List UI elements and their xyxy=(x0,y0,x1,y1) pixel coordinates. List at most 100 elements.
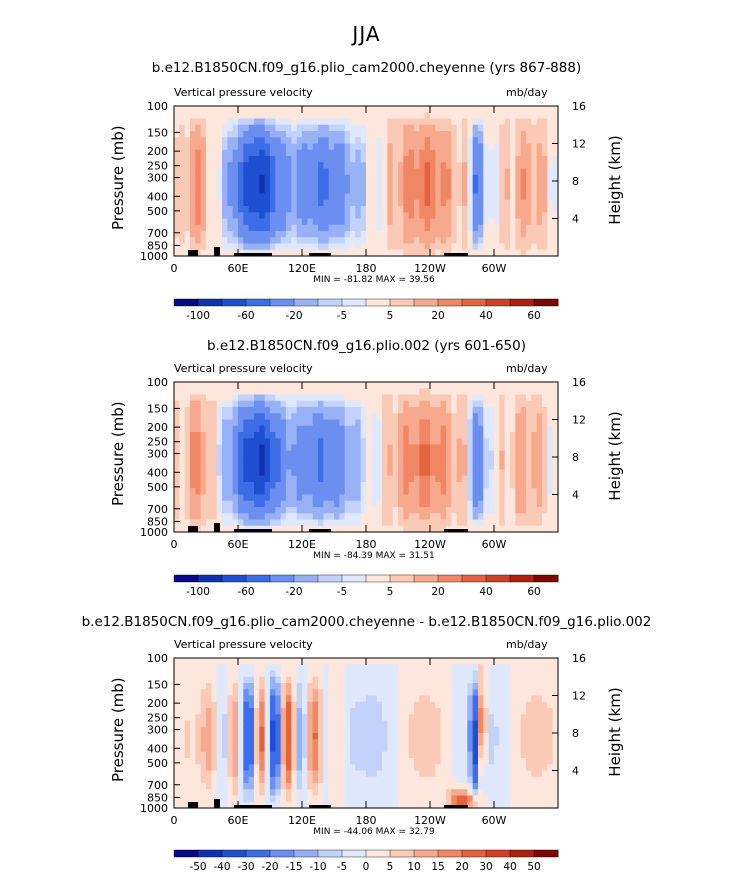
heatmap-cell xyxy=(190,494,196,502)
heatmap-cell xyxy=(392,701,399,709)
heatmap-cell xyxy=(430,425,436,433)
heatmap-cell xyxy=(328,795,335,803)
heatmap-cell xyxy=(350,124,356,132)
heatmap-cell xyxy=(446,513,452,521)
heatmap-cell xyxy=(216,112,223,120)
heatmap-cell xyxy=(232,231,239,238)
heatmap-cell xyxy=(366,193,372,201)
heatmap-cell xyxy=(382,764,388,772)
colorbar-label: -20 xyxy=(285,310,302,322)
heatmap-cell xyxy=(307,482,314,489)
heatmap-cell xyxy=(264,664,271,672)
heatmap-cell xyxy=(232,701,239,709)
heatmap-cell xyxy=(472,758,479,765)
topography-mask xyxy=(234,529,272,532)
heatmap-cell xyxy=(195,733,202,740)
heatmap-cell xyxy=(280,733,287,740)
heatmap-cell xyxy=(312,137,319,145)
heatmap-cell xyxy=(424,708,431,715)
topography-mask xyxy=(444,253,468,256)
heatmap-cell xyxy=(382,726,388,734)
heatmap-cell xyxy=(174,770,180,778)
heatmap-cell xyxy=(339,708,346,715)
heatmap-cell xyxy=(504,507,511,514)
heatmap-cell xyxy=(328,131,335,138)
heatmap-cell xyxy=(376,658,383,665)
heatmap-cell xyxy=(392,124,399,132)
heatmap-cell xyxy=(179,444,186,452)
heatmap-cell xyxy=(344,507,351,514)
heatmap-cell xyxy=(254,187,260,195)
heatmap-cell xyxy=(494,168,500,176)
colorbar-box xyxy=(389,298,415,307)
heatmap-cell xyxy=(478,382,484,389)
heatmap-cell xyxy=(526,137,532,145)
heatmap-cell xyxy=(472,795,479,803)
heatmap-cell xyxy=(280,720,287,728)
heatmap-cell xyxy=(227,676,234,684)
heatmap-cell xyxy=(467,507,474,514)
heatmap-cell xyxy=(504,199,511,207)
heatmap-cell xyxy=(302,695,308,703)
heatmap-cell xyxy=(408,382,415,389)
heatmap-cell xyxy=(494,394,500,402)
heatmap-cell xyxy=(350,413,356,421)
heatmap-cell xyxy=(424,181,431,188)
pressure-tick-label: 500 xyxy=(147,205,168,218)
heatmap-cell xyxy=(499,231,506,238)
heatmap-cell xyxy=(419,425,426,433)
heatmap-cell xyxy=(275,206,282,213)
heatmap-cell xyxy=(536,507,543,514)
heatmap-cell xyxy=(328,770,335,778)
heatmap-cell xyxy=(499,475,506,483)
heatmap-cell xyxy=(334,413,340,421)
heatmap-cell xyxy=(440,199,447,207)
heatmap-cell xyxy=(312,419,319,427)
heatmap-cell xyxy=(520,237,527,245)
heatmap-cell xyxy=(467,137,474,145)
heatmap-cell xyxy=(547,400,554,408)
heatmap-cell xyxy=(184,708,191,715)
heatmap-cell xyxy=(184,689,191,697)
heatmap-cell xyxy=(472,168,479,176)
heatmap-cell xyxy=(499,212,506,220)
heatmap-cell xyxy=(339,224,346,232)
heatmap-cell xyxy=(408,720,415,728)
heatmap-cell xyxy=(302,413,308,421)
heatmap-cell xyxy=(424,783,431,790)
heatmap-cell xyxy=(376,683,383,690)
heatmap-cell xyxy=(227,106,234,113)
heatmap-cell xyxy=(286,751,292,759)
heatmap-cell xyxy=(200,513,207,521)
heatmap-cell xyxy=(451,683,458,690)
heatmap-cell xyxy=(206,739,212,747)
heatmap-cell xyxy=(275,469,282,477)
heatmap-cell xyxy=(296,237,303,245)
heatmap-cell xyxy=(424,419,431,427)
longitude-tick-label: 60W xyxy=(482,262,507,275)
colorbar-box xyxy=(509,574,535,583)
heatmap-cell xyxy=(227,388,234,396)
heatmap-cell xyxy=(280,664,287,672)
heatmap-cell xyxy=(206,187,212,195)
heatmap-cell xyxy=(398,438,404,446)
heatmap-cell xyxy=(328,720,335,728)
heatmap-cell xyxy=(403,425,410,433)
heatmap-cell xyxy=(360,199,367,207)
heatmap-cell xyxy=(371,131,378,138)
heatmap-cell xyxy=(419,525,426,533)
heatmap-cell xyxy=(536,174,543,182)
heatmap-cell xyxy=(216,212,223,220)
heatmap-cell xyxy=(307,764,314,772)
heatmap-cell xyxy=(504,124,511,132)
heatmap-cell xyxy=(504,137,511,145)
heatmap-cell xyxy=(430,507,436,514)
heatmap-cell xyxy=(424,156,431,163)
heatmap-cell xyxy=(243,143,250,151)
heatmap-cell xyxy=(227,500,234,508)
heatmap-cell xyxy=(296,475,303,483)
heatmap-cell xyxy=(334,450,340,458)
heatmap-cell xyxy=(190,106,196,113)
heatmap-cell xyxy=(344,670,351,678)
heatmap-cell xyxy=(366,475,372,483)
